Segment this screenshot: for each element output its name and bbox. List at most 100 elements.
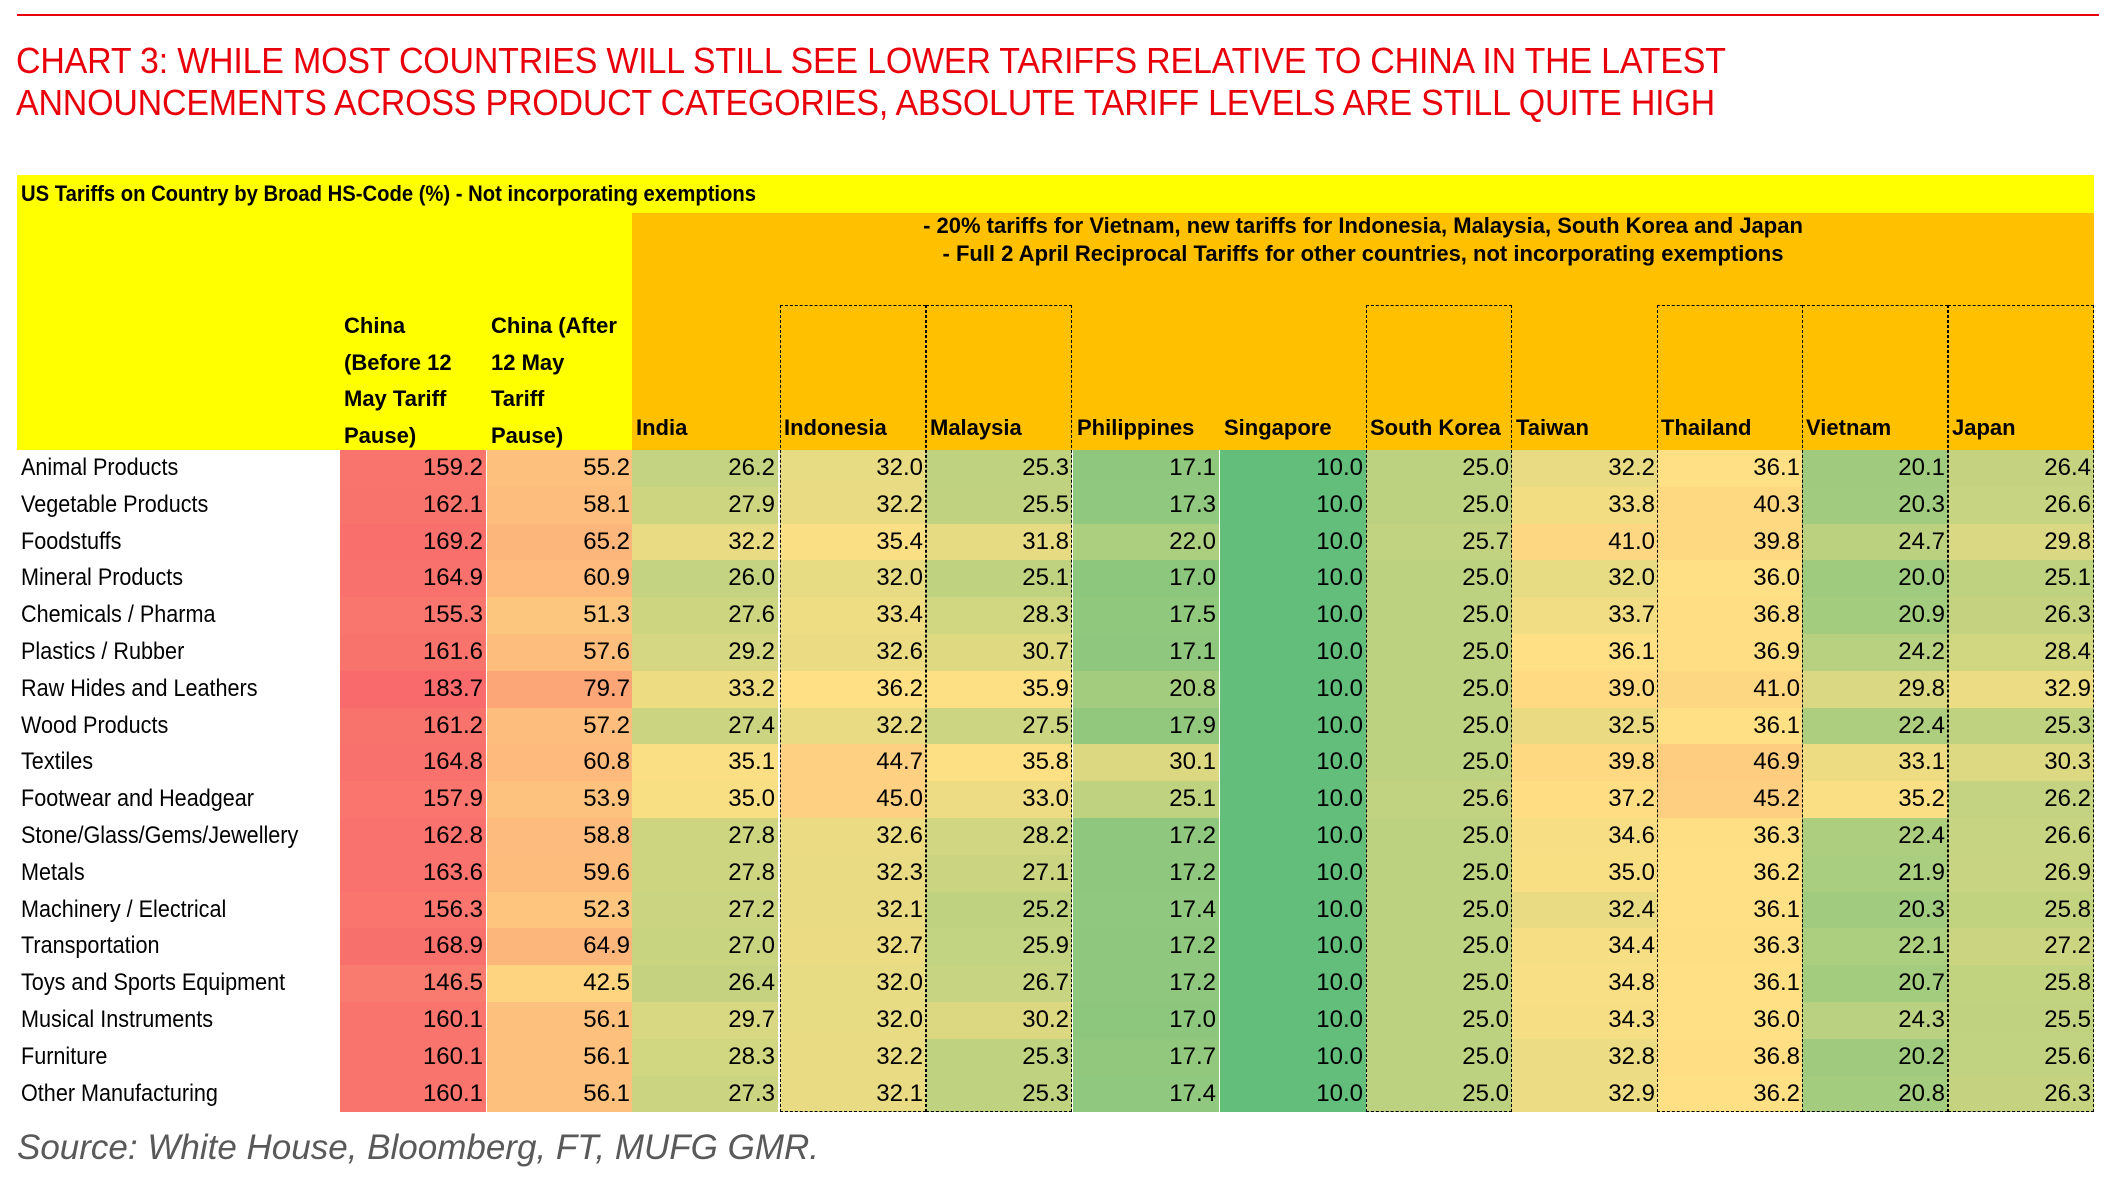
row-label: Animal Products xyxy=(21,454,179,481)
table-row: Animal Products 159.2 55.2 26.2 32.0 25.3 17.1… xyxy=(17,450,2094,487)
cell-vietnam: 20.8 xyxy=(1802,1075,1948,1113)
cell-philippines: 20.8 xyxy=(1073,670,1219,708)
cell-vietnam: 29.8 xyxy=(1802,670,1948,708)
column-header-line: Pause) xyxy=(344,422,417,448)
cell-malaysia: 28.3 xyxy=(926,597,1072,634)
cell-south-korea: 25.0 xyxy=(1366,965,1512,1002)
cell-south-korea: 25.0 xyxy=(1366,891,1512,929)
cell-taiwan: 32.2 xyxy=(1512,450,1658,487)
cell-japan: 25.5 xyxy=(1948,1002,2094,1039)
table-row: Transportation 168.9 64.9 27.0 32.7 25.9 17.2 1… xyxy=(17,928,2094,966)
cell-indonesia: 44.7 xyxy=(780,744,926,782)
column-header-vietnam: Vietnam xyxy=(1806,415,1892,440)
column-header-china-after: China (After 12 May Tariff Pause) xyxy=(491,308,617,454)
cell-malaysia: 25.2 xyxy=(926,891,1072,929)
column-header-line: May Tariff xyxy=(344,386,447,411)
column-header-line: (Before 12 xyxy=(344,349,452,375)
table-row: Wood Products 161.2 57.2 27.4 32.2 27.5 17.9 10… xyxy=(17,707,2094,745)
cell-thailand: 46.9 xyxy=(1657,744,1803,782)
cell-china-before-12-may-tariff-pause: 164.9 xyxy=(340,560,486,598)
cell-japan: 25.8 xyxy=(1948,965,2094,1002)
cell-china-after-12-may-tariff-pause: 64.9 xyxy=(487,928,633,966)
column-header-philippines: Philippines xyxy=(1077,415,1195,440)
cell-india: 35.0 xyxy=(632,781,778,818)
chart-title: CHART 3: WHILE MOST COUNTRIES WILL STILL… xyxy=(16,40,1726,124)
table-row: Machinery / Electrical 156.3 52.3 27.2 32.1 2… xyxy=(17,891,2094,929)
cell-china-before-12-may-tariff-pause: 183.7 xyxy=(340,670,486,708)
row-label: Machinery / Electrical xyxy=(21,895,227,923)
cell-china-after-12-may-tariff-pause: 56.1 xyxy=(487,1038,633,1076)
cell-indonesia: 32.0 xyxy=(780,965,926,1002)
cell-singapore: 10.0 xyxy=(1220,670,1366,708)
cell-taiwan: 35.0 xyxy=(1512,854,1658,892)
cell-singapore: 10.0 xyxy=(1220,1075,1366,1113)
cell-south-korea: 25.0 xyxy=(1366,634,1512,671)
cell-taiwan: 33.8 xyxy=(1512,486,1658,524)
cell-philippines: 17.5 xyxy=(1073,597,1219,634)
cell-singapore: 10.0 xyxy=(1220,450,1366,487)
chart-title-line-2: ANNOUNCEMENTS ACROSS PRODUCT CATEGORIES,… xyxy=(16,82,1715,123)
table-row: Footwear and Headgear 157.9 53.9 35.0 45.0 33… xyxy=(17,781,2094,818)
row-label: Textiles xyxy=(21,748,94,776)
cell-indonesia: 32.2 xyxy=(780,486,926,524)
cell-taiwan: 32.8 xyxy=(1512,1038,1658,1076)
cell-indonesia: 33.4 xyxy=(780,597,926,634)
cell-malaysia: 28.2 xyxy=(926,818,1072,855)
cell-taiwan: 34.4 xyxy=(1512,928,1658,966)
column-header-china-before: China (Before 12 May Tariff Pause) xyxy=(344,308,452,454)
cell-singapore: 10.0 xyxy=(1220,891,1366,929)
cell-japan: 32.9 xyxy=(1948,670,2094,708)
table-row: Plastics / Rubber 161.6 57.6 29.2 32.6 30.7 17… xyxy=(17,634,2094,671)
cell-japan: 26.6 xyxy=(1948,486,2094,524)
cell-india: 29.2 xyxy=(632,634,778,671)
cell-vietnam: 22.4 xyxy=(1802,707,1948,745)
cell-south-korea: 25.0 xyxy=(1366,560,1512,598)
cell-malaysia: 25.3 xyxy=(926,1038,1072,1076)
table-row: Other Manufacturing 160.1 56.1 27.3 32.1 25.3… xyxy=(17,1075,2094,1113)
cell-taiwan: 32.9 xyxy=(1512,1075,1658,1113)
cell-india: 27.8 xyxy=(632,818,778,855)
cell-china-after-12-may-tariff-pause: 57.6 xyxy=(487,634,633,671)
table-row: Vegetable Products 162.1 58.1 27.9 32.2 25.5 1… xyxy=(17,486,2094,524)
cell-south-korea: 25.6 xyxy=(1366,781,1512,818)
cell-japan: 26.2 xyxy=(1948,781,2094,818)
cell-indonesia: 32.1 xyxy=(780,1075,926,1113)
row-label: Stone/Glass/Gems/Jewellery xyxy=(21,822,299,849)
cell-taiwan: 39.8 xyxy=(1512,744,1658,782)
cell-indonesia: 32.0 xyxy=(780,560,926,598)
cell-indonesia: 32.6 xyxy=(780,818,926,855)
cell-indonesia: 32.7 xyxy=(780,928,926,966)
cell-china-before-12-may-tariff-pause: 169.2 xyxy=(340,523,486,561)
cell-china-before-12-may-tariff-pause: 157.9 xyxy=(340,781,486,818)
row-label: Vegetable Products xyxy=(21,490,209,518)
cell-philippines: 17.2 xyxy=(1073,965,1219,1002)
table-row: Toys and Sports Equipment 146.5 42.5 26.4 32… xyxy=(17,965,2094,1002)
table-row: Foodstuffs 169.2 65.2 32.2 35.4 31.8 22.0 10.0 2… xyxy=(17,523,2094,561)
row-label: Foodstuffs xyxy=(21,527,122,555)
country-header-band: - 20% tariffs for Vietnam, new tariffs f… xyxy=(632,213,2094,450)
cell-south-korea: 25.0 xyxy=(1366,744,1512,782)
cell-vietnam: 33.1 xyxy=(1802,744,1948,782)
cell-malaysia: 27.5 xyxy=(926,707,1072,745)
row-label: Mineral Products xyxy=(21,564,184,592)
row-label: Plastics / Rubber xyxy=(21,638,185,665)
cell-thailand: 36.3 xyxy=(1657,818,1803,855)
cell-china-before-12-may-tariff-pause: 164.8 xyxy=(340,744,486,782)
cell-south-korea: 25.0 xyxy=(1366,450,1512,487)
cell-south-korea: 25.0 xyxy=(1366,486,1512,524)
cell-philippines: 17.0 xyxy=(1073,1002,1219,1039)
cell-indonesia: 32.2 xyxy=(780,707,926,745)
cell-singapore: 10.0 xyxy=(1220,854,1366,892)
cell-singapore: 10.0 xyxy=(1220,523,1366,561)
cell-singapore: 10.0 xyxy=(1220,486,1366,524)
cell-philippines: 30.1 xyxy=(1073,744,1219,782)
cell-south-korea: 25.7 xyxy=(1366,523,1512,561)
cell-vietnam: 20.3 xyxy=(1802,891,1948,929)
cell-philippines: 17.9 xyxy=(1073,707,1219,745)
cell-taiwan: 37.2 xyxy=(1512,781,1658,818)
cell-japan: 26.6 xyxy=(1948,818,2094,855)
cell-south-korea: 25.0 xyxy=(1366,818,1512,855)
cell-china-before-12-may-tariff-pause: 155.3 xyxy=(340,597,486,634)
cell-taiwan: 34.8 xyxy=(1512,965,1658,1002)
cell-singapore: 10.0 xyxy=(1220,634,1366,671)
